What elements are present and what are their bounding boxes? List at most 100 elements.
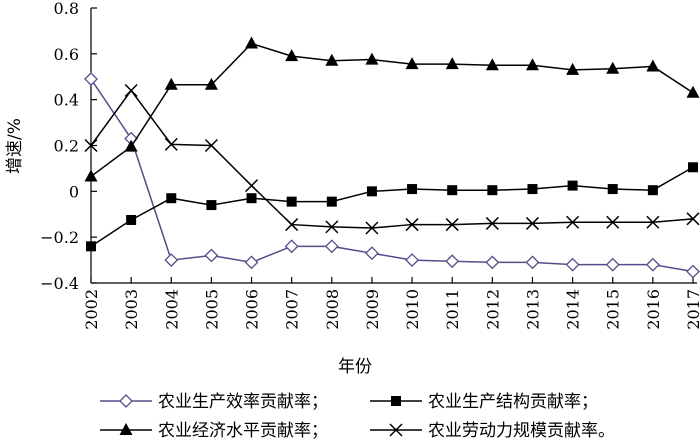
square-marker <box>86 241 96 252</box>
axes <box>90 8 697 284</box>
x-marker <box>204 138 218 153</box>
x-tick-label: 2015 <box>604 289 623 330</box>
y-tick-label: −0.2 <box>40 228 79 247</box>
y-tick-label: −0.4 <box>40 274 79 293</box>
legend: 农业生产效率贡献率； 农业生产结构贡献率； 农业经济水平贡献率； 农业劳动力规模贡献率… <box>100 392 615 441</box>
x-marker <box>164 137 178 151</box>
triangle-marker <box>445 57 459 70</box>
series-2 <box>86 162 698 252</box>
square-marker <box>567 180 578 191</box>
diamond-marker <box>119 394 133 408</box>
square-marker <box>391 396 401 406</box>
x-marker <box>525 216 539 230</box>
x-marker <box>405 218 419 232</box>
diamond-marker <box>525 255 540 270</box>
legend-item-2: 农业生产结构贡献率； <box>370 392 598 412</box>
series-line <box>90 42 694 178</box>
x-tick-label: 2006 <box>243 289 262 330</box>
x-tick-label: 2012 <box>483 289 502 330</box>
diamond-marker <box>284 239 299 254</box>
square-marker <box>166 193 177 204</box>
x-marker <box>365 221 379 235</box>
x-tick-label: 2007 <box>283 289 302 330</box>
y-ticks: 0.8 0.6 0.4 0.2 0 −0.2 −0.4 <box>40 0 97 293</box>
x-marker <box>566 215 580 229</box>
square-marker <box>246 193 257 204</box>
triangle-marker <box>566 62 580 75</box>
diamond-marker <box>405 253 419 268</box>
triangle-marker <box>646 59 660 72</box>
square-marker <box>126 214 137 225</box>
x-ticks: 2002 2003 2004 2005 2006 2007 2008 2009 2010 2011… <box>82 277 700 330</box>
y-tick-label: 0 <box>69 182 79 201</box>
y-axis-title: 增速/% <box>5 118 25 174</box>
triangle-marker <box>124 139 138 152</box>
triangle-marker <box>245 36 259 49</box>
x-tick-label: 2011 <box>443 289 462 330</box>
diamond-marker <box>164 253 179 268</box>
triangle-marker <box>285 49 299 62</box>
diamond-marker <box>324 239 339 254</box>
diamond-marker <box>204 248 219 263</box>
x-tick-label: 2008 <box>323 289 342 330</box>
triangle-marker <box>405 57 419 70</box>
y-tick-label: 0.6 <box>54 45 79 64</box>
diamond-marker <box>485 255 500 270</box>
series-line <box>90 89 694 229</box>
square-marker <box>487 185 498 196</box>
x-tick-label: 2013 <box>523 289 542 330</box>
x-marker <box>84 138 98 153</box>
square-marker <box>366 186 377 197</box>
x-marker <box>485 216 499 230</box>
series-4 <box>84 83 700 235</box>
y-tick-label: 0.4 <box>54 91 79 110</box>
diamond-marker <box>605 257 620 272</box>
diamond-marker <box>365 246 379 261</box>
x-tick-label: 2005 <box>202 289 221 330</box>
y-tick-label: 0.8 <box>54 0 79 18</box>
x-marker <box>124 83 138 98</box>
square-marker <box>286 196 297 207</box>
series-1 <box>84 72 700 279</box>
square-marker <box>688 162 698 173</box>
x-marker <box>285 218 299 232</box>
x-tick-label: 2016 <box>644 289 663 330</box>
triangle-marker <box>606 61 620 74</box>
x-tick-label: 2003 <box>122 289 141 330</box>
diamond-marker <box>445 254 460 269</box>
triangle-marker <box>365 52 379 65</box>
square-marker <box>206 200 217 211</box>
x-marker <box>325 220 339 234</box>
legend-label: 农业经济水平贡献率； <box>158 421 328 441</box>
square-marker <box>607 184 618 195</box>
x-tick-label: 2002 <box>82 289 101 330</box>
triangle-marker <box>84 169 98 182</box>
series-line <box>90 166 694 247</box>
square-marker <box>447 185 458 196</box>
legend-item-1: 农业生产效率贡献率； <box>100 392 328 412</box>
x-marker <box>646 215 660 229</box>
diamond-marker <box>244 255 259 270</box>
x-marker <box>445 218 459 232</box>
legend-item-3: 农业经济水平贡献率； <box>100 421 328 441</box>
legend-item-4: 农业劳动力规模贡献率。 <box>370 421 615 441</box>
legend-label: 农业劳动力规模贡献率。 <box>428 421 615 441</box>
legend-label: 农业生产效率贡献率； <box>158 392 328 412</box>
series-line <box>90 78 694 273</box>
x-marker <box>606 215 620 229</box>
series-lines <box>84 36 700 279</box>
diamond-marker <box>565 257 580 272</box>
triangle-marker <box>164 77 178 90</box>
triangle-marker <box>686 85 700 98</box>
square-marker <box>647 185 658 196</box>
square-marker <box>407 184 418 195</box>
x-axis-title: 年份 <box>338 357 372 377</box>
triangle-marker <box>325 53 339 66</box>
x-tick-label: 2017 <box>684 289 700 330</box>
x-marker <box>245 179 259 193</box>
x-tick-label: 2014 <box>564 289 583 330</box>
diamond-marker <box>686 264 700 279</box>
diamond-marker <box>645 257 660 272</box>
x-tick-label: 2010 <box>403 289 422 330</box>
triangle-marker <box>525 58 539 71</box>
